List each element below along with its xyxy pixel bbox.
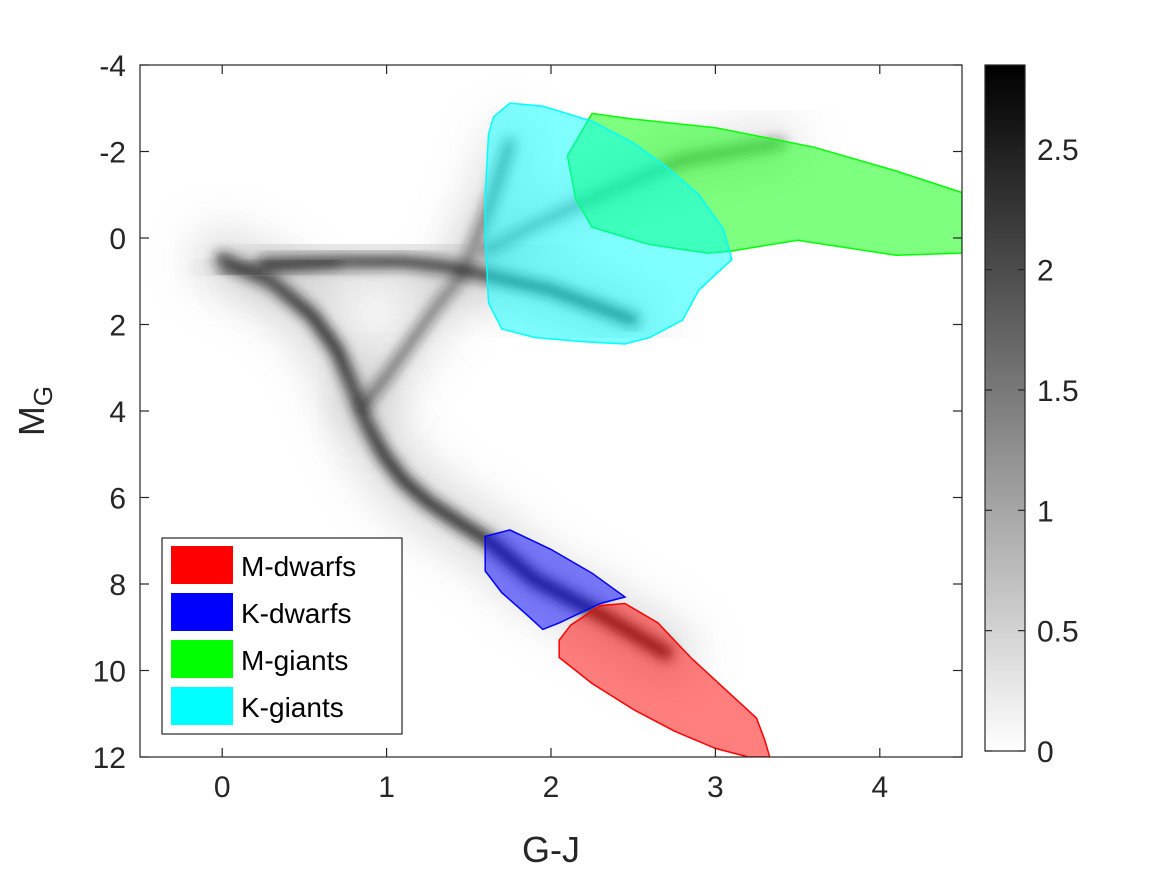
colorbar-tick-label: 2 <box>1037 255 1054 288</box>
colorbar-ticks: 0 0.5 1 1.5 2 2.5 <box>985 134 1079 769</box>
y-axis-ticks: -4 -2 0 2 4 6 8 10 12 <box>93 50 962 775</box>
x-tick-label: 4 <box>871 771 888 804</box>
y-tick-label: -4 <box>99 50 126 83</box>
colorbar-tick-label: 0 <box>1037 736 1054 769</box>
colorbar-tick-label: 1.5 <box>1037 375 1079 408</box>
legend-label-k-dwarfs: K-dwarfs <box>241 598 351 629</box>
y-axis-label: M <box>11 406 52 436</box>
y-tick-label: 0 <box>109 223 126 256</box>
x-axis-label: G-J <box>522 829 580 870</box>
x-tick-label: 3 <box>707 771 724 804</box>
legend-label-m-dwarfs: M-dwarfs <box>241 551 356 582</box>
colorbar-tick-label: 1 <box>1037 495 1054 528</box>
colorbar <box>984 64 1026 752</box>
y-tick-label: 6 <box>109 483 126 516</box>
y-axis-label-subscript: G <box>28 386 58 406</box>
x-tick-label: 2 <box>543 771 560 804</box>
legend-label-k-giants: K-giants <box>241 692 344 723</box>
y-tick-label: -2 <box>99 137 126 170</box>
legend: M-dwarfs K-dwarfs M-giants K-giants <box>161 537 403 735</box>
x-tick-label: 1 <box>378 771 395 804</box>
legend-swatch-m-giants <box>171 640 233 678</box>
region-k-dwarfs <box>484 529 627 631</box>
y-tick-label: 2 <box>109 310 126 343</box>
colorbar-tick-label: 2.5 <box>1037 134 1079 167</box>
svg-text:MG: MG <box>11 386 58 436</box>
x-tick-label: 0 <box>214 771 231 804</box>
legend-swatch-k-dwarfs <box>171 593 233 631</box>
legend-label-m-giants: M-giants <box>241 645 348 676</box>
y-tick-label: 12 <box>93 742 126 775</box>
y-tick-label: 4 <box>109 396 126 429</box>
region-k-giants <box>484 102 733 345</box>
region-m-dwarfs <box>558 602 771 757</box>
legend-swatch-k-giants <box>171 687 233 725</box>
x-axis-ticks: 0 1 2 3 4 <box>214 65 888 804</box>
y-tick-label: 10 <box>93 656 126 689</box>
y-tick-label: 8 <box>109 569 126 602</box>
y-axis-label-group: MG <box>11 386 58 436</box>
density-ridge-horizontal-branch <box>218 258 341 277</box>
regions-layer <box>484 102 962 757</box>
colorbar-tick-label: 0.5 <box>1037 616 1079 649</box>
legend-swatch-m-dwarfs <box>171 546 233 584</box>
